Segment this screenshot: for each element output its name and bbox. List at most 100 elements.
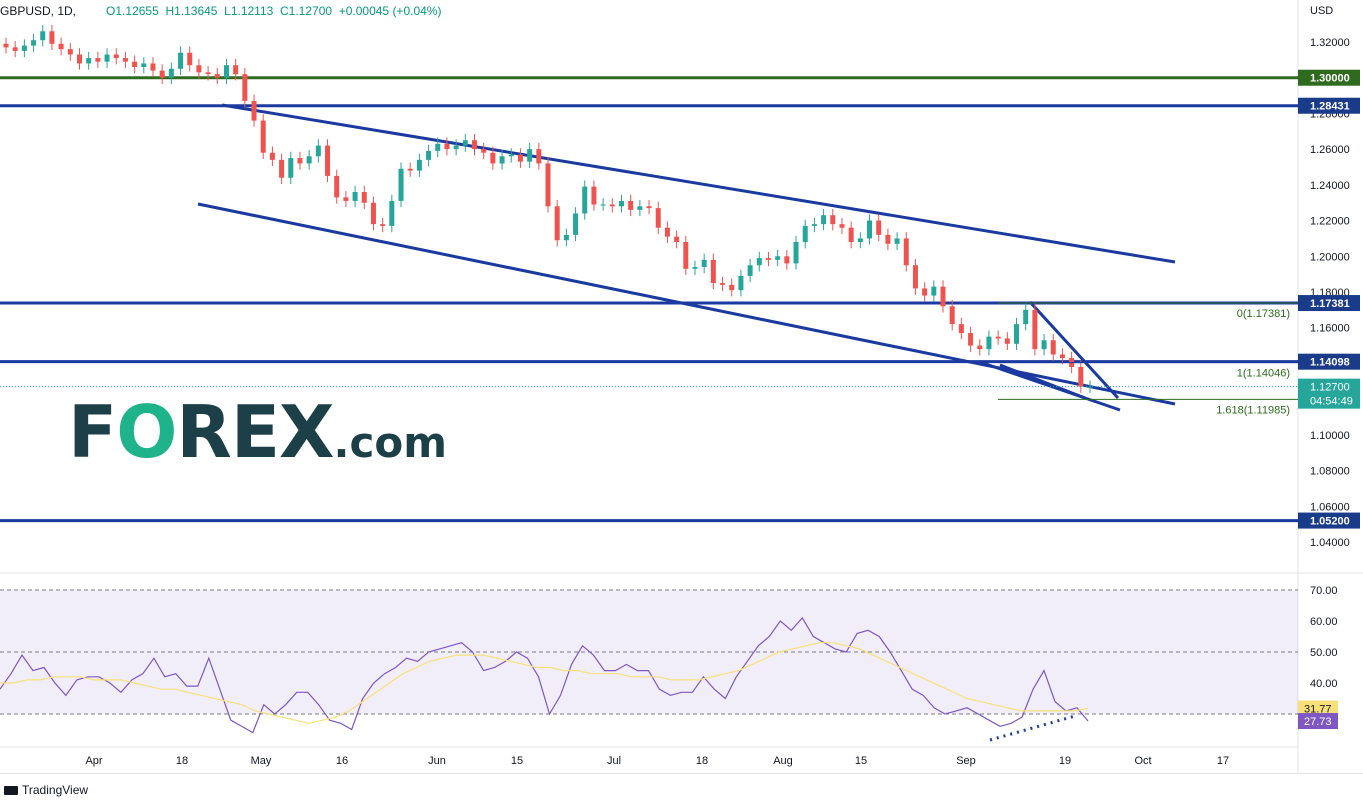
candle-body [389, 200, 395, 226]
price-tick-label: 1.24000 [1310, 180, 1350, 192]
level-price-label: 1.05200 [1310, 516, 1350, 528]
rsi-value-tag [1298, 713, 1338, 730]
candle-body [931, 286, 937, 296]
candle-body [49, 31, 55, 44]
candle-body [453, 145, 459, 150]
low-value: L1.12113 [224, 4, 274, 18]
candle-body [315, 145, 321, 157]
candle-body [416, 159, 422, 171]
candle-body [67, 49, 73, 55]
candle-body [995, 336, 1001, 339]
forex-logo: FOREX.com [68, 390, 447, 474]
rsi-tick-label: 60.00 [1310, 616, 1338, 628]
last-price-tag [1298, 378, 1360, 409]
candle-body [76, 54, 82, 64]
candle-body [233, 65, 239, 75]
candle-body [141, 63, 147, 67]
rsi-divergence-line [989, 714, 1076, 742]
candle-body [802, 225, 808, 242]
trend-line [221, 103, 1176, 264]
candle-body [729, 284, 735, 291]
candle-body [113, 54, 119, 59]
tradingview-label: TradingView [22, 783, 89, 797]
candle-body [903, 238, 909, 266]
candle-body [214, 74, 220, 78]
time-tick-label: 16 [336, 755, 348, 767]
candle-body [260, 120, 266, 153]
level-price-tag [1298, 512, 1360, 529]
time-tick-label: May [251, 755, 272, 767]
candle-body [573, 213, 579, 235]
candle-body [122, 58, 128, 62]
tradingview-brand[interactable]: TradingView [4, 783, 88, 797]
candle-body [407, 168, 413, 171]
candle-body [600, 204, 606, 206]
level-price-label: 1.30000 [1310, 73, 1350, 85]
logo-rest: REX [176, 390, 334, 474]
candle-body [710, 259, 716, 284]
candle-body [536, 149, 542, 164]
candle-body [940, 286, 946, 307]
time-tick-label: 17 [1217, 755, 1229, 767]
candle-body [481, 149, 487, 153]
candle-body [664, 227, 670, 237]
candle-body [867, 220, 873, 239]
time-tick-label: Jun [428, 755, 446, 767]
candle-body [756, 258, 762, 266]
change-value: +0.00045 (+0.04%) [338, 4, 442, 18]
candle-body [223, 65, 229, 78]
candle-body [435, 143, 441, 151]
candle-body [646, 206, 652, 209]
candle-body [1004, 338, 1010, 344]
candle-body [31, 40, 37, 46]
candle-body [426, 150, 432, 160]
candle-body [499, 156, 505, 164]
footer-divider [0, 773, 1363, 774]
candle-body [949, 306, 955, 325]
price-tick-label: 1.06000 [1310, 501, 1350, 513]
fib-level-label: 1(1.14046) [1237, 368, 1290, 380]
candle-body [811, 224, 817, 226]
time-tick-label: 15 [855, 755, 867, 767]
candle-body [527, 149, 533, 162]
candle-body [343, 197, 349, 201]
candle-body [912, 265, 918, 289]
candle-body [168, 68, 174, 78]
candle-body [894, 238, 900, 244]
candle-body [325, 145, 331, 176]
candle-body [444, 143, 450, 150]
rsi-tick-label: 50.00 [1310, 647, 1338, 659]
candle-body [150, 63, 156, 71]
rsi-band-fill [0, 590, 1298, 714]
candle-body [1032, 309, 1038, 350]
candle-body [462, 140, 468, 146]
candle-body [334, 175, 340, 198]
candle-body [178, 52, 184, 69]
candle-body [775, 256, 781, 260]
candle-body [288, 158, 294, 178]
candle-body [12, 47, 18, 51]
price-tick-label: 1.10000 [1310, 430, 1350, 442]
logo-ring: O [116, 390, 177, 474]
candle-body [1014, 324, 1020, 344]
candle-body [821, 215, 827, 225]
price-tick-label: 1.08000 [1310, 466, 1350, 478]
currency-label: USD [1310, 5, 1333, 17]
candle-body [205, 72, 211, 75]
candle-body [508, 154, 514, 157]
candle-body [618, 200, 624, 207]
level-price-label: 1.17381 [1310, 298, 1350, 310]
logo-letter-f: F [68, 390, 117, 474]
candle-body [609, 204, 615, 207]
countdown-label: 04:54:49 [1310, 396, 1353, 408]
rsi-ma-series-line [0, 642, 1089, 724]
candle-body [1041, 340, 1047, 350]
candle-body [692, 267, 698, 269]
close-value: C1.12700 [280, 4, 333, 18]
level-price-tag [1298, 69, 1360, 86]
candle-body [922, 288, 928, 296]
candle-body [857, 238, 863, 242]
candle-body [784, 256, 790, 264]
level-price-tag [1298, 353, 1360, 370]
